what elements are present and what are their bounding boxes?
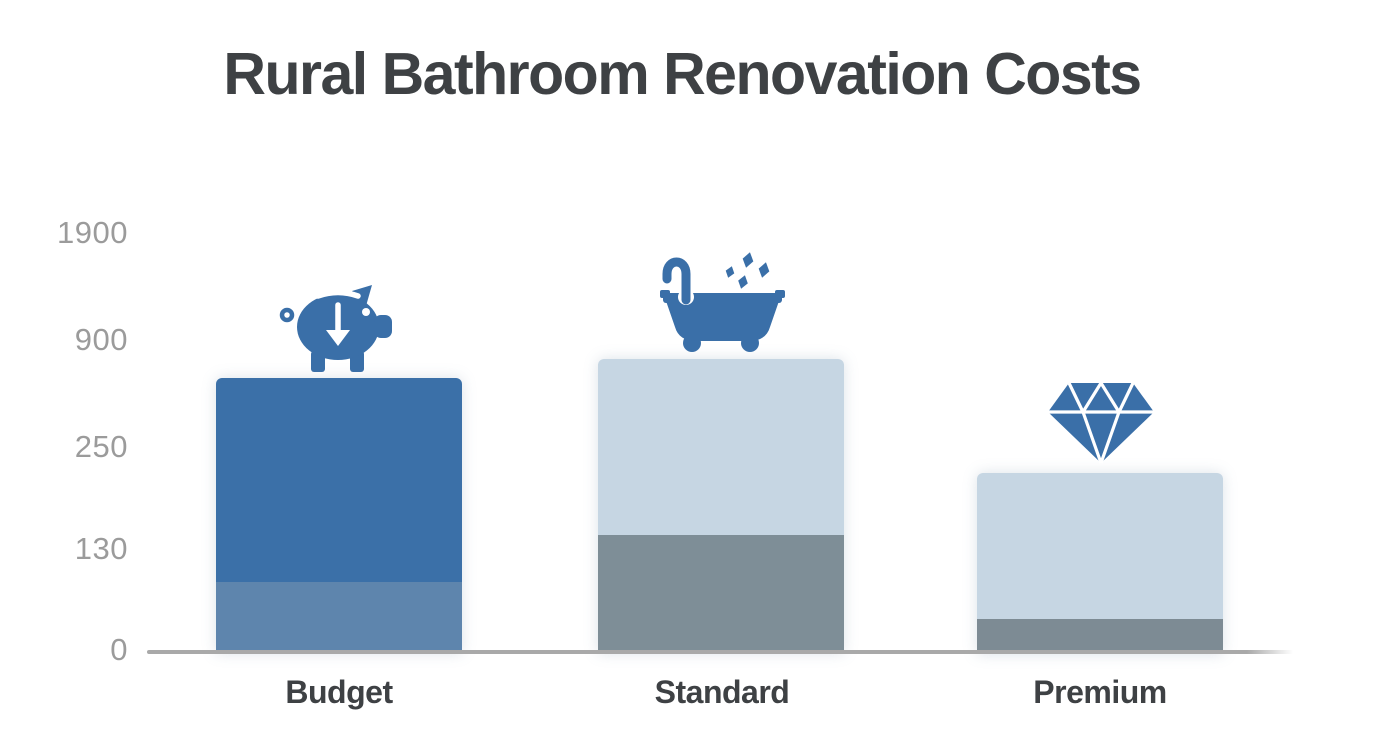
bar-premium [977,473,1223,654]
y-tick-label-1900: 1900 [57,215,128,250]
x-label-standard: Standard [654,674,790,710]
y-tick-label-130: 130 [74,531,128,566]
bar-budget-lower-segment [216,582,462,653]
y-tick-label-0: 0 [110,632,128,667]
diamond-icon [1042,377,1160,465]
x-label-budget: Budget [285,674,393,710]
bar-premium-lower-segment [977,619,1223,654]
x-label-premium: Premium [1033,674,1167,710]
bar-standard-lower-segment [598,535,844,653]
bar-budget [216,378,462,653]
y-tick-label-900: 900 [74,322,128,357]
bathtub-icon [656,251,789,353]
y-tick-label-250: 250 [74,429,128,464]
bar-standard-upper-segment [598,359,844,535]
bar-budget-upper-segment [216,378,462,582]
bar-standard [598,359,844,653]
piggy-bank-icon [278,281,402,373]
x-axis-line [147,650,1293,654]
bar-premium-upper-segment [977,473,1223,619]
chart-title: Rural Bathroom Renovation Costs [223,41,1142,107]
